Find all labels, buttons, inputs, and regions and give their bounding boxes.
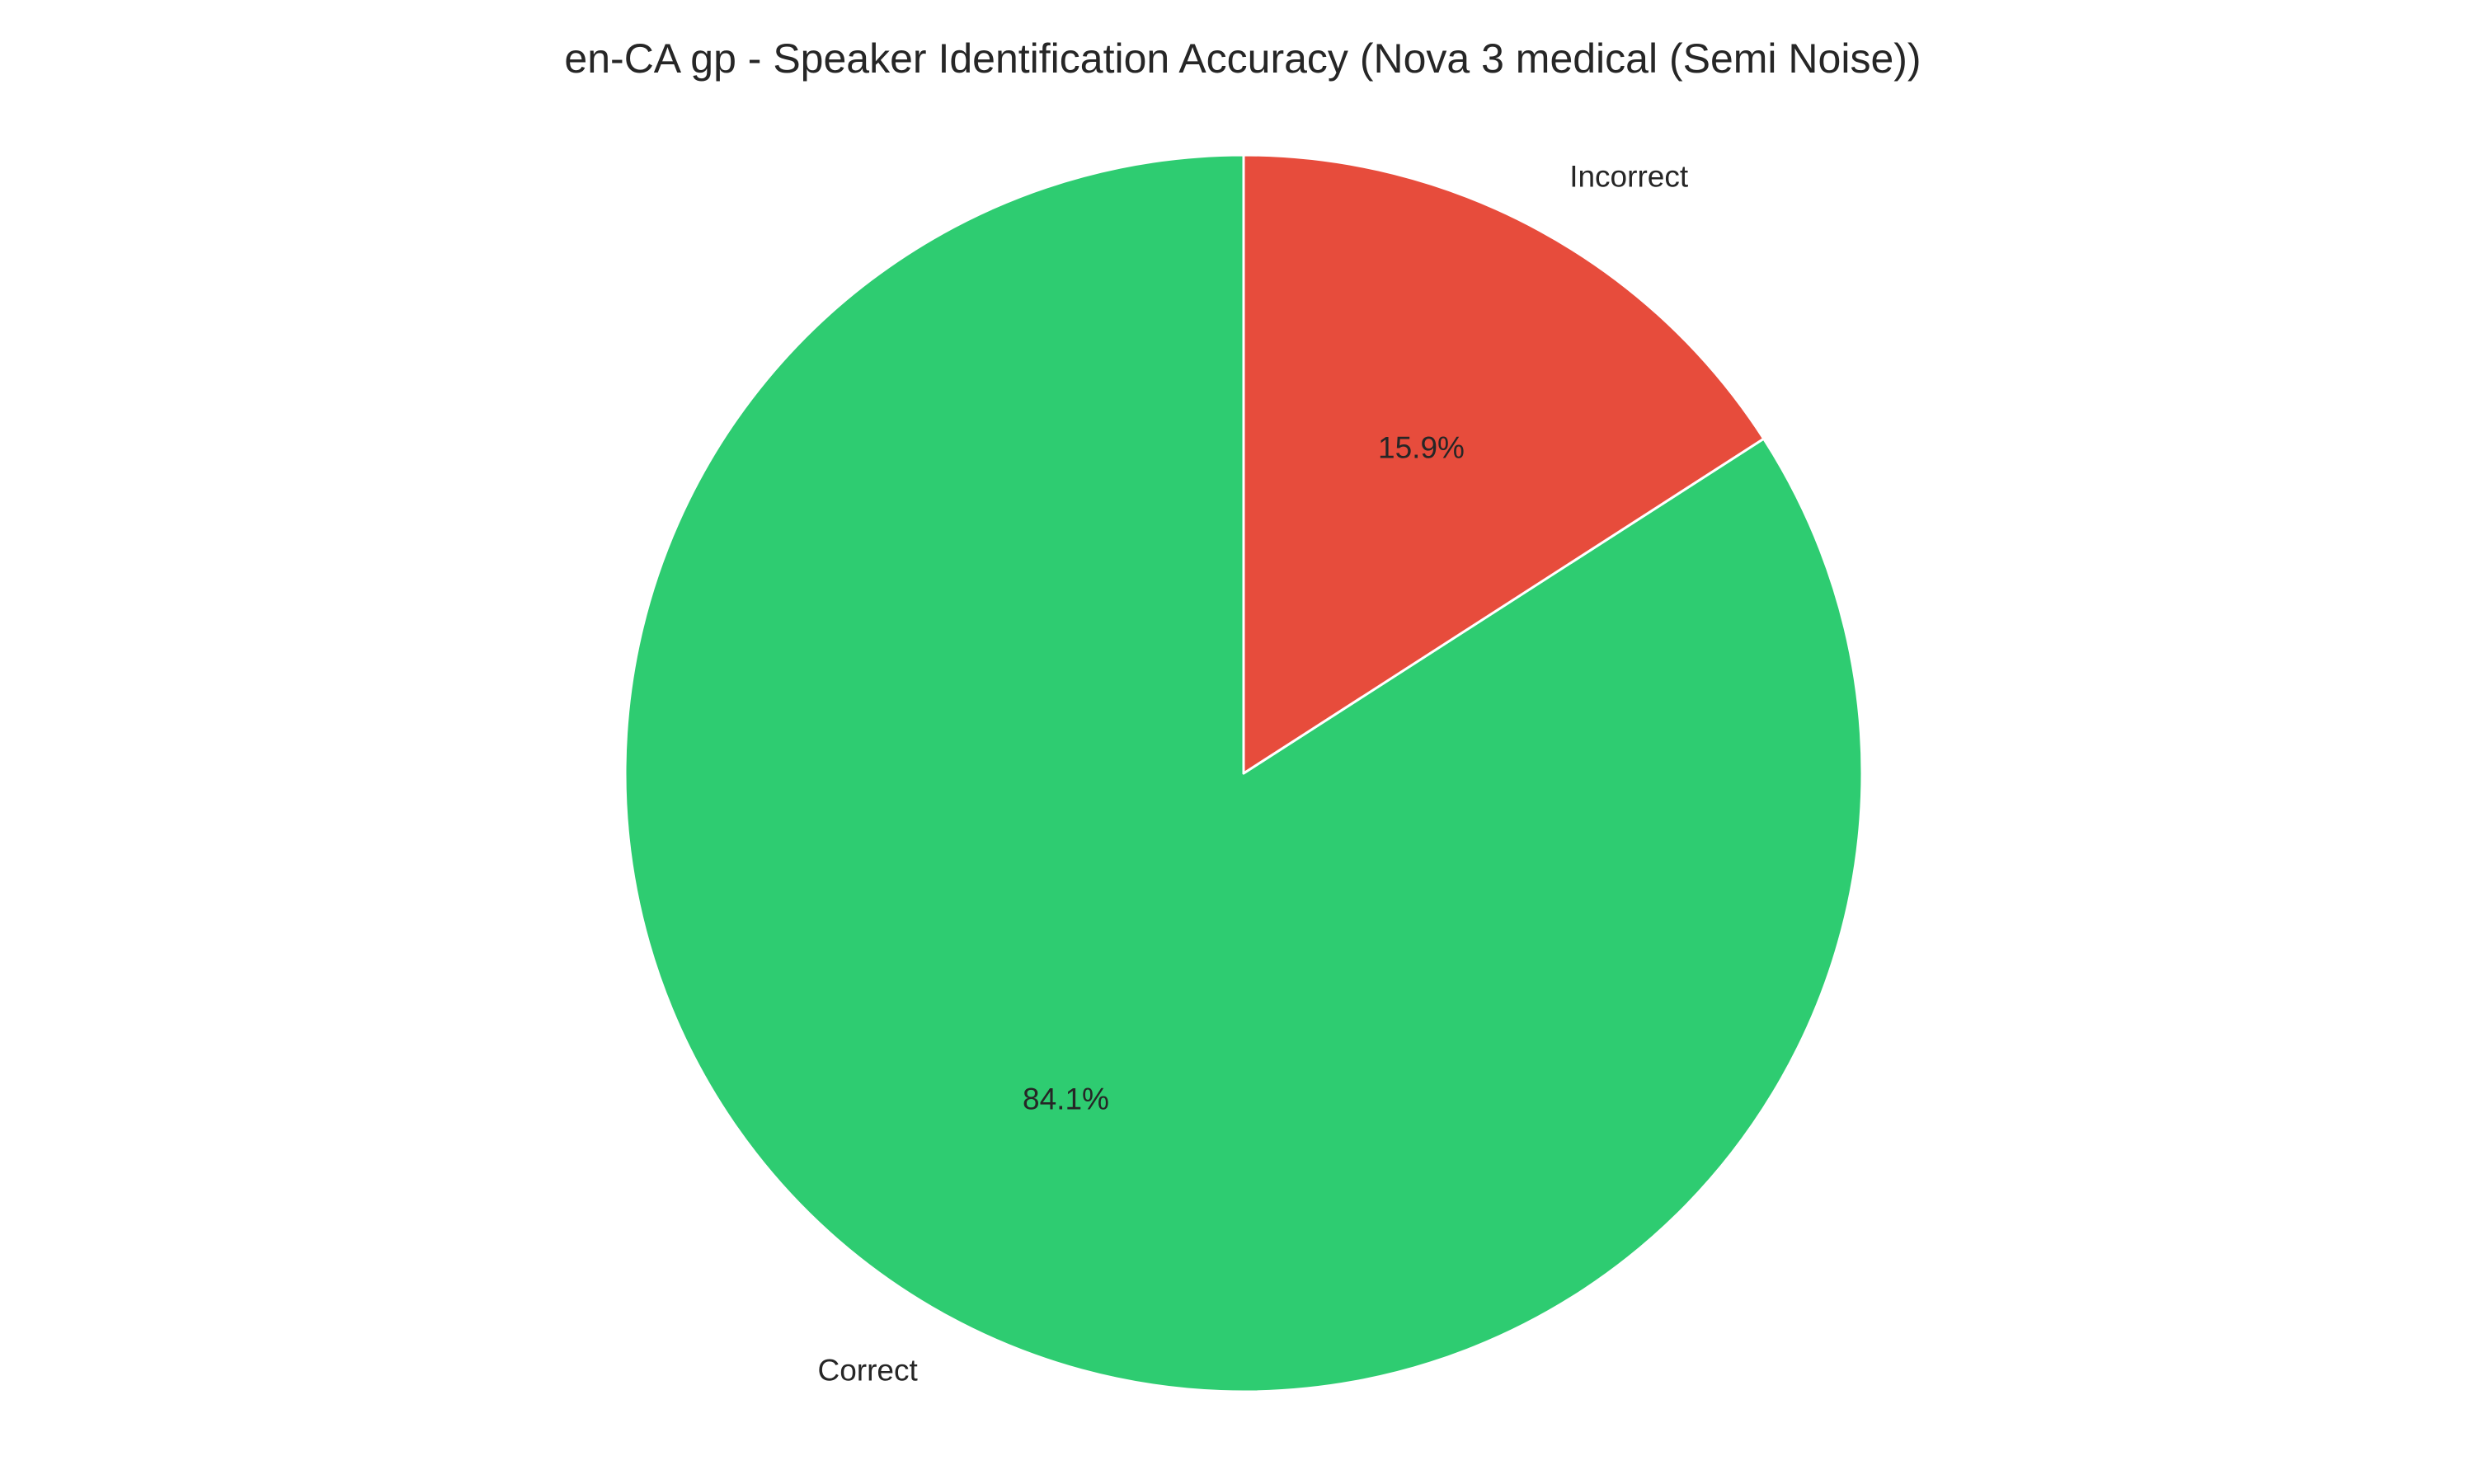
pie-slices bbox=[623, 153, 1864, 1393]
pie-slice-incorrect bbox=[1242, 153, 1766, 775]
chart-title: en-CA gp - Speaker Identification Accura… bbox=[564, 35, 1921, 82]
slice-label-correct: Correct bbox=[817, 1354, 918, 1388]
pie-slice-correct bbox=[623, 153, 1864, 1393]
percent-label-incorrect: 15.9% bbox=[1378, 431, 1465, 465]
pie-labels: Correct 84.1% Incorrect 15.9% bbox=[817, 159, 1688, 1387]
percent-label-correct: 84.1% bbox=[1023, 1082, 1109, 1116]
slice-label-incorrect: Incorrect bbox=[1569, 159, 1689, 193]
